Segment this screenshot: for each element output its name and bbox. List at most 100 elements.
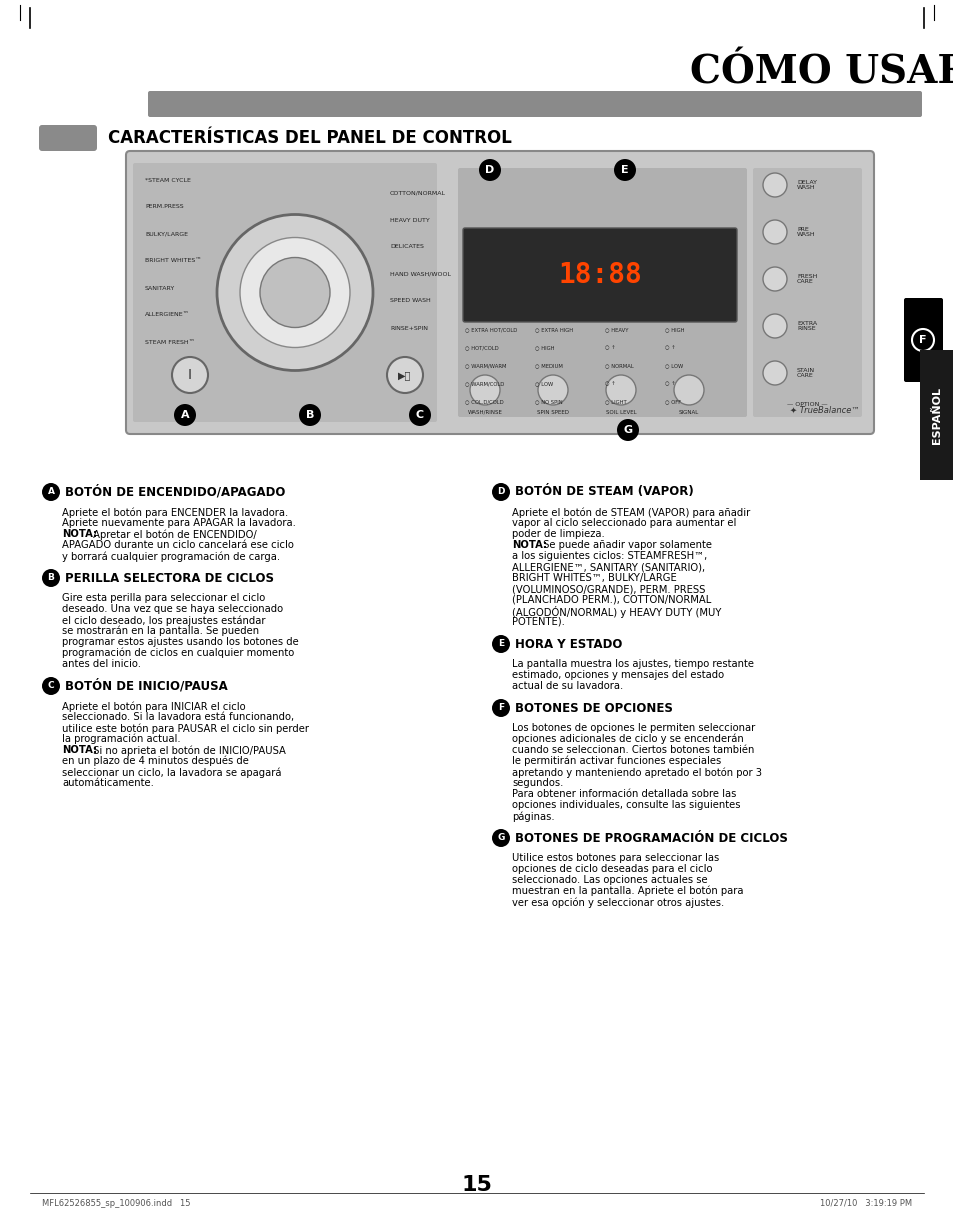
Circle shape [478, 159, 500, 181]
Text: ver esa opción y seleccionar otros ajustes.: ver esa opción y seleccionar otros ajust… [512, 897, 723, 908]
Circle shape [762, 173, 786, 197]
Text: muestran en la pantalla. Apriete el botón para: muestran en la pantalla. Apriete el botó… [512, 886, 742, 897]
Circle shape [492, 829, 510, 847]
Text: Apriete el botón para INICIAR el ciclo: Apriete el botón para INICIAR el ciclo [62, 701, 245, 712]
Text: STEAM FRESH™: STEAM FRESH™ [145, 339, 194, 345]
Circle shape [537, 375, 567, 405]
Text: Apriete el botón de STEAM (VAPOR) para añadir: Apriete el botón de STEAM (VAPOR) para a… [512, 507, 749, 518]
Text: (PLANCHADO PERM.), COTTON/NORMAL: (PLANCHADO PERM.), COTTON/NORMAL [512, 595, 711, 605]
Text: E: E [497, 639, 503, 649]
Text: ▶⏸: ▶⏸ [398, 371, 412, 380]
FancyBboxPatch shape [148, 91, 921, 117]
Text: Gire esta perilla para seleccionar el ciclo: Gire esta perilla para seleccionar el ci… [62, 593, 265, 603]
Circle shape [260, 258, 330, 328]
Text: CARACTERÍSTICAS DEL PANEL DE CONTROL: CARACTERÍSTICAS DEL PANEL DE CONTROL [108, 129, 512, 147]
Text: Ⅰ: Ⅰ [188, 368, 192, 382]
Circle shape [605, 375, 636, 405]
Text: ○ ↑: ○ ↑ [664, 345, 675, 350]
Text: COTTON/NORMAL: COTTON/NORMAL [390, 191, 446, 196]
Text: G: G [622, 425, 632, 435]
Text: apretando y manteniendo apretado el botón por 3: apretando y manteniendo apretado el botó… [512, 767, 761, 778]
Circle shape [216, 215, 373, 371]
Text: BOTONES DE PROGRAMACIÓN DE CICLOS: BOTONES DE PROGRAMACIÓN DE CICLOS [515, 831, 787, 844]
Text: Se puede añadir vapor solamente: Se puede añadir vapor solamente [539, 539, 711, 550]
Text: ○ HIGH: ○ HIGH [535, 345, 554, 350]
Text: y borrará cualquier programación de carga.: y borrará cualquier programación de carg… [62, 550, 280, 561]
Text: RINSE+SPIN: RINSE+SPIN [390, 326, 428, 330]
Text: 10/27/10   3:19:19 PM: 10/27/10 3:19:19 PM [819, 1198, 911, 1208]
Circle shape [492, 635, 510, 652]
Circle shape [42, 569, 60, 587]
Text: ○ LIGHT: ○ LIGHT [604, 400, 626, 405]
Text: (VOLUMINOSO/GRANDE), PERM. PRESS: (VOLUMINOSO/GRANDE), PERM. PRESS [512, 584, 704, 594]
Circle shape [173, 405, 195, 426]
Text: ○ COL.D/COLD: ○ COL.D/COLD [464, 400, 503, 405]
Text: páginas.: páginas. [512, 810, 554, 821]
Text: Para obtener información detallada sobre las: Para obtener información detallada sobre… [512, 789, 736, 799]
Text: NOTA:: NOTA: [512, 539, 547, 550]
Text: ○ WARM/COLD: ○ WARM/COLD [464, 382, 504, 386]
Text: ALLERGIENE™: ALLERGIENE™ [145, 312, 190, 317]
Text: EXTRA
RINSE: EXTRA RINSE [796, 321, 817, 332]
Circle shape [492, 484, 510, 501]
Text: B: B [306, 409, 314, 420]
FancyBboxPatch shape [132, 163, 436, 422]
Text: segundos.: segundos. [512, 778, 563, 789]
FancyBboxPatch shape [39, 125, 97, 151]
Circle shape [762, 361, 786, 385]
Text: BOTÓN DE STEAM (VAPOR): BOTÓN DE STEAM (VAPOR) [515, 486, 693, 498]
Text: C: C [416, 409, 424, 420]
Text: ALLERGIENE™, SANITARY (SANITARIO),: ALLERGIENE™, SANITARY (SANITARIO), [512, 563, 704, 572]
Circle shape [42, 677, 60, 695]
Circle shape [617, 419, 639, 441]
Text: automáticamente.: automáticamente. [62, 778, 153, 789]
Circle shape [172, 357, 208, 392]
Text: (ALGODÓN/NORMAL) y HEAVY DUTY (MUY: (ALGODÓN/NORMAL) y HEAVY DUTY (MUY [512, 606, 720, 618]
Text: Si no aprieta el botón de INICIO/PAUSA: Si no aprieta el botón de INICIO/PAUSA [90, 745, 286, 756]
Text: deseado. Una vez que se haya seleccionado: deseado. Una vez que se haya seleccionad… [62, 604, 283, 614]
FancyBboxPatch shape [919, 350, 953, 480]
Text: estimado, opciones y mensajes del estado: estimado, opciones y mensajes del estado [512, 669, 723, 680]
Text: actual de su lavadora.: actual de su lavadora. [512, 680, 622, 691]
Text: ○ LOW: ○ LOW [535, 382, 553, 386]
Text: opciones individuales, consulte las siguientes: opciones individuales, consulte las sigu… [512, 799, 740, 810]
Text: E: E [620, 165, 628, 175]
Circle shape [240, 237, 350, 347]
Circle shape [42, 484, 60, 501]
Circle shape [762, 220, 786, 244]
FancyBboxPatch shape [126, 151, 873, 434]
Text: seleccionado. Si la lavadora está funcionando,: seleccionado. Si la lavadora está funcio… [62, 712, 294, 722]
Text: *STEAM CYCLE: *STEAM CYCLE [145, 177, 191, 182]
Circle shape [409, 405, 431, 426]
Text: PERM.PRESS: PERM.PRESS [145, 204, 183, 209]
Text: opciones adicionales de ciclo y se encenderán: opciones adicionales de ciclo y se encen… [512, 734, 743, 745]
Text: la programación actual.: la programación actual. [62, 734, 180, 745]
Text: BOTÓN DE ENCENDIDO/APAGADO: BOTÓN DE ENCENDIDO/APAGADO [65, 485, 285, 498]
Text: F: F [497, 703, 503, 712]
Text: A: A [180, 409, 189, 420]
Text: Los botones de opciones le permiten seleccionar: Los botones de opciones le permiten sele… [512, 723, 755, 733]
Text: opciones de ciclo deseadas para el ciclo: opciones de ciclo deseadas para el ciclo [512, 864, 712, 874]
Text: programación de ciclos en cualquier momento: programación de ciclos en cualquier mome… [62, 648, 294, 659]
Text: ○ ↑: ○ ↑ [604, 382, 615, 386]
Text: ○ HOT/COLD: ○ HOT/COLD [464, 345, 498, 350]
Text: NOTA:: NOTA: [62, 745, 97, 755]
Text: NOTA:: NOTA: [62, 529, 97, 539]
Text: B: B [48, 573, 54, 582]
Text: ○ HIGH: ○ HIGH [664, 328, 684, 333]
Text: ✦ TrueBalance™: ✦ TrueBalance™ [789, 406, 859, 414]
Text: APAGADO durante un ciclo cancelará ese ciclo: APAGADO durante un ciclo cancelará ese c… [62, 539, 294, 550]
Text: HORA Y ESTADO: HORA Y ESTADO [515, 638, 621, 650]
FancyBboxPatch shape [457, 168, 746, 417]
Text: La pantalla muestra los ajustes, tiempo restante: La pantalla muestra los ajustes, tiempo … [512, 659, 753, 669]
Text: ○ OFF: ○ OFF [664, 400, 680, 405]
Text: HEAVY DUTY: HEAVY DUTY [390, 217, 429, 222]
Text: WASH/RINSE: WASH/RINSE [467, 409, 502, 414]
Text: BOTÓN DE INICIO/PAUSA: BOTÓN DE INICIO/PAUSA [65, 679, 228, 693]
Text: BULKY/LARGE: BULKY/LARGE [145, 232, 188, 237]
Text: en un plazo de 4 minutos después de: en un plazo de 4 minutos después de [62, 756, 249, 767]
Text: PRE
WASH: PRE WASH [796, 227, 815, 237]
Text: — OPTION —: — OPTION — [786, 402, 826, 407]
Circle shape [298, 405, 320, 426]
Text: DELAY
WASH: DELAY WASH [796, 180, 816, 191]
